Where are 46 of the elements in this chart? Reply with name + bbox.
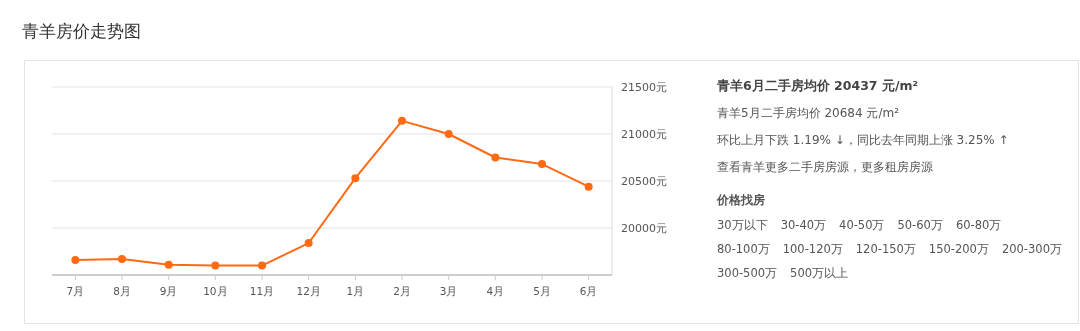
x-tick-label: 1月: [346, 285, 365, 297]
x-tick-label: 11月: [249, 285, 275, 297]
point: [258, 261, 266, 270]
x-tick-label: 8月: [113, 285, 131, 297]
text: 100-120万: [782, 242, 843, 257]
text: 200-300万: [1001, 242, 1062, 257]
y-tick-label: 20000元: [621, 222, 667, 235]
text: 青羊6月二手房均价 20437 元/m²: [717, 78, 919, 95]
point: [118, 255, 126, 264]
point: [538, 160, 546, 169]
x-tick-label: 2月: [393, 285, 411, 297]
text: 30万以下: [717, 218, 768, 233]
x-tick-label: 9月: [159, 285, 178, 297]
text: 50-60万: [897, 218, 943, 233]
text: 300-500万: [717, 266, 778, 281]
text: 500万以上: [790, 266, 849, 281]
x-tick-label: 6月: [579, 285, 598, 297]
text: 青羊5月二手房均价 20684 元/m²: [717, 105, 900, 122]
y-tick-label: 21500元: [621, 81, 667, 94]
point: [584, 182, 593, 191]
text: 环比上月下跌 1.19% ↓，同比去年同期上涨 3.25% ↑: [717, 132, 1010, 149]
text: 60-80万: [955, 218, 1002, 233]
point: [398, 116, 406, 125]
text: 查看青羊更多二手房房源，更多租房房源: [717, 159, 934, 176]
point: [351, 174, 360, 183]
point: [491, 153, 500, 162]
y-tick-label: 21000元: [621, 128, 667, 141]
point: [71, 255, 80, 264]
x-tick-label: 7月: [66, 285, 85, 297]
text: 120-150万: [855, 242, 916, 257]
point: [164, 260, 173, 269]
x-tick-label: 12月: [296, 285, 321, 297]
text: 40-50万: [839, 218, 885, 233]
x-tick-label: 4月: [486, 285, 505, 297]
point: [211, 261, 220, 270]
point: [304, 239, 313, 248]
x-tick-label: 3月: [439, 285, 458, 297]
text: 150-200万: [928, 242, 989, 257]
text: 80-100万: [717, 242, 770, 257]
y-tick-label: 20500元: [621, 175, 667, 188]
chart-title: 青羊房价走势图: [22, 20, 141, 43]
point: [444, 130, 453, 138]
x-tick-label: 10月: [203, 285, 228, 297]
text: 价格找房: [717, 192, 766, 209]
text: 30-40万: [780, 218, 827, 233]
x-tick-label: 5月: [533, 285, 551, 297]
